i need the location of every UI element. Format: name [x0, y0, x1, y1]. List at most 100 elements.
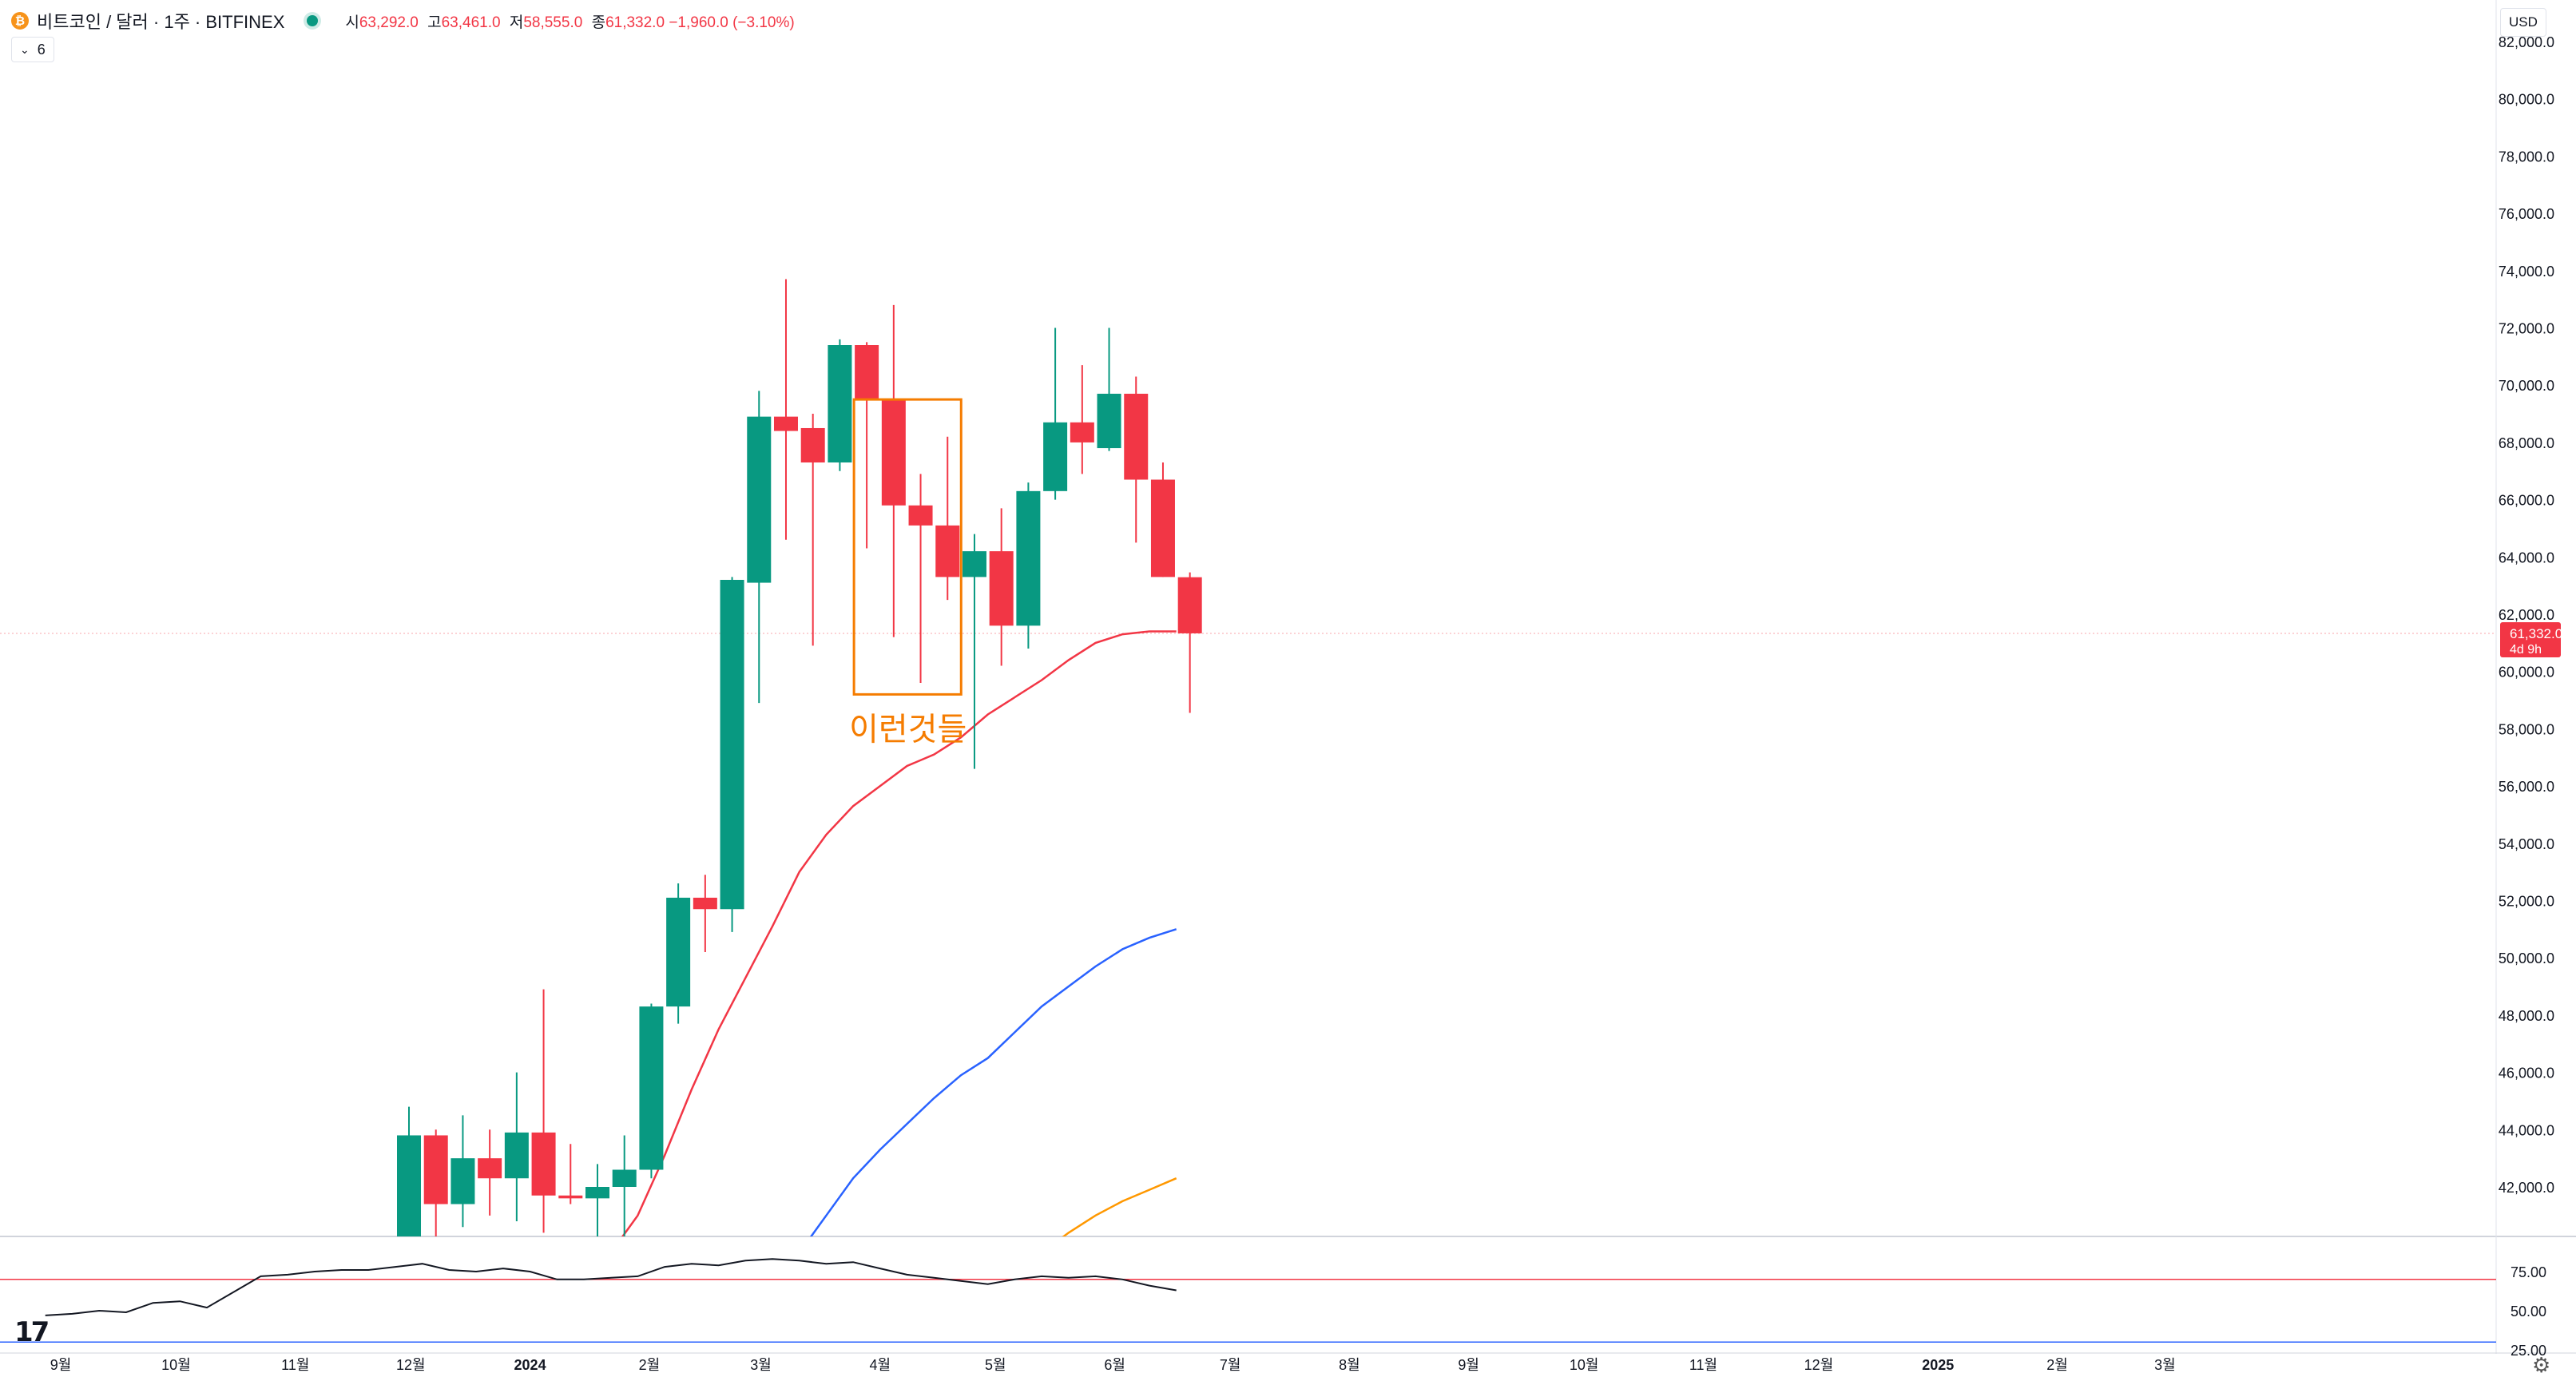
candle-body [504, 1132, 529, 1179]
time-tick-label: 3월 [2154, 1357, 2176, 1373]
market-open-dot [307, 15, 319, 26]
moving-average-line [621, 630, 1177, 1236]
candle [881, 304, 906, 637]
annotation-box[interactable] [852, 398, 963, 696]
price-tick-label: 66,000.0 [2499, 493, 2554, 509]
tradingview-logo-icon[interactable]: 17 [14, 1316, 50, 1348]
candle [1124, 376, 1149, 543]
time-tick-label: 10월 [161, 1357, 191, 1373]
time-tick-label: 7월 [1220, 1357, 1241, 1373]
low-label: 저 [509, 14, 524, 31]
price-tick-label: 58,000.0 [2499, 721, 2554, 737]
candle [935, 436, 960, 601]
time-tick-label: 4월 [870, 1357, 891, 1373]
currency-button[interactable]: USD [2500, 8, 2546, 37]
time-tick-label: 9월 [50, 1357, 72, 1373]
candle-body [773, 416, 798, 431]
candle [639, 1003, 664, 1179]
rsi-pane[interactable]: 25.00 50.00 75.00 [0, 1258, 2546, 1359]
time-tick-label: 12월 [1804, 1357, 1834, 1373]
candle [423, 1129, 448, 1236]
indicator-count: 6 [37, 41, 46, 58]
candle [478, 1129, 502, 1216]
candle [397, 1106, 422, 1236]
close-label: 종 [591, 14, 606, 31]
ohlc-values: 시63,292.0 고63,461.0 저58,555.0 종61,332.0 … [340, 10, 794, 32]
time-tick-label: 2024 [514, 1357, 546, 1373]
candle-body [423, 1135, 448, 1204]
current-price-value: 61,332.0 [2510, 626, 2562, 641]
candle-body [935, 525, 960, 577]
price-tick-label: 62,000.0 [2499, 607, 2554, 623]
price-tick-label: 52,000.0 [2499, 894, 2554, 910]
high-value: 63,461.0 [441, 14, 501, 31]
candle [1043, 327, 1068, 500]
candle [1097, 327, 1121, 451]
candle [531, 989, 556, 1233]
price-tick-label: 80,000.0 [2499, 92, 2554, 108]
price-tick-label: 50,000.0 [2499, 950, 2554, 966]
time-tick-label: 8월 [1339, 1357, 1360, 1373]
change-value: −1,960.0 (−3.10%) [669, 14, 795, 31]
price-tick-label: 70,000.0 [2499, 378, 2554, 394]
time-tick-label: 11월 [1689, 1357, 1717, 1373]
candle [612, 1135, 637, 1236]
rsi-tick-label: 50.00 [2511, 1304, 2546, 1319]
time-tick-label: 2월 [2046, 1357, 2068, 1373]
open-value: 63,292.0 [359, 14, 419, 31]
price-tick-label: 44,000.0 [2499, 1122, 2554, 1138]
low-value: 58,555.0 [523, 14, 583, 31]
candle-body [747, 416, 772, 583]
time-tick-label: 11월 [281, 1357, 309, 1373]
candle-body [558, 1195, 583, 1199]
time-tick-label: 2월 [639, 1357, 661, 1373]
candle-body [989, 551, 1014, 626]
candle [855, 342, 879, 549]
candle [773, 279, 798, 540]
candle [1070, 365, 1094, 474]
price-tick-label: 72,000.0 [2499, 321, 2554, 337]
chevron-down-icon: ⌄ [20, 42, 30, 56]
candle-body [800, 427, 825, 462]
candle [558, 1144, 583, 1204]
close-value: 61,332.0 [605, 14, 665, 31]
candle-body [720, 579, 744, 910]
candle-body [855, 345, 879, 400]
candle [1177, 572, 1202, 713]
time-tick-label: 2025 [1922, 1357, 1954, 1373]
price-axis[interactable]: 42,000.0 44,000.0 46,000.0 48,000.0 50,000.0… [2499, 34, 2554, 1196]
candle-body [585, 1187, 609, 1199]
gear-icon[interactable]: ⚙ [2532, 1353, 2551, 1377]
candle-body [693, 897, 717, 910]
candle-body [451, 1158, 475, 1204]
current-price-tag: 61,332.0 4d 9h [2500, 621, 2562, 657]
price-tick-label: 64,000.0 [2499, 550, 2554, 565]
candle [1016, 482, 1041, 649]
price-tick-label: 60,000.0 [2499, 665, 2554, 681]
indicator-toggle[interactable]: ⌄ 6 [11, 37, 54, 62]
price-tick-label: 74,000.0 [2499, 264, 2554, 280]
time-axis[interactable]: 9월 10월 11월 12월 2024 2월 3월 4월 5월 6월 7월 8월 9월 10월 11월 12월… [50, 1357, 2176, 1373]
symbol-title[interactable]: 비트코인 / 달러 · 1주 · BITFINEX [37, 12, 285, 32]
candle-body [908, 505, 933, 526]
annotation-text[interactable]: 이런것들 [849, 712, 966, 748]
candle [1150, 462, 1175, 577]
time-tick-label: 3월 [750, 1357, 772, 1373]
candle-body [612, 1169, 637, 1187]
symbol-header: ₿ 비트코인 / 달러 · 1주 · BITFINEX 시63,292.0 고6… [11, 8, 795, 34]
rsi-tick-label: 25.00 [2511, 1343, 2546, 1359]
candle [693, 875, 717, 953]
candle-body [881, 399, 906, 506]
price-tick-label: 82,000.0 [2499, 34, 2554, 50]
price-tick-label: 46,000.0 [2499, 1066, 2554, 1081]
price-tick-label: 68,000.0 [2499, 435, 2554, 451]
candle [908, 474, 933, 684]
high-label: 고 [427, 14, 442, 31]
candle-body [1124, 393, 1149, 480]
bitcoin-icon: ₿ [11, 12, 29, 30]
candle-body [1070, 422, 1094, 442]
candle [451, 1115, 475, 1228]
time-tick-label: 9월 [1458, 1357, 1479, 1373]
